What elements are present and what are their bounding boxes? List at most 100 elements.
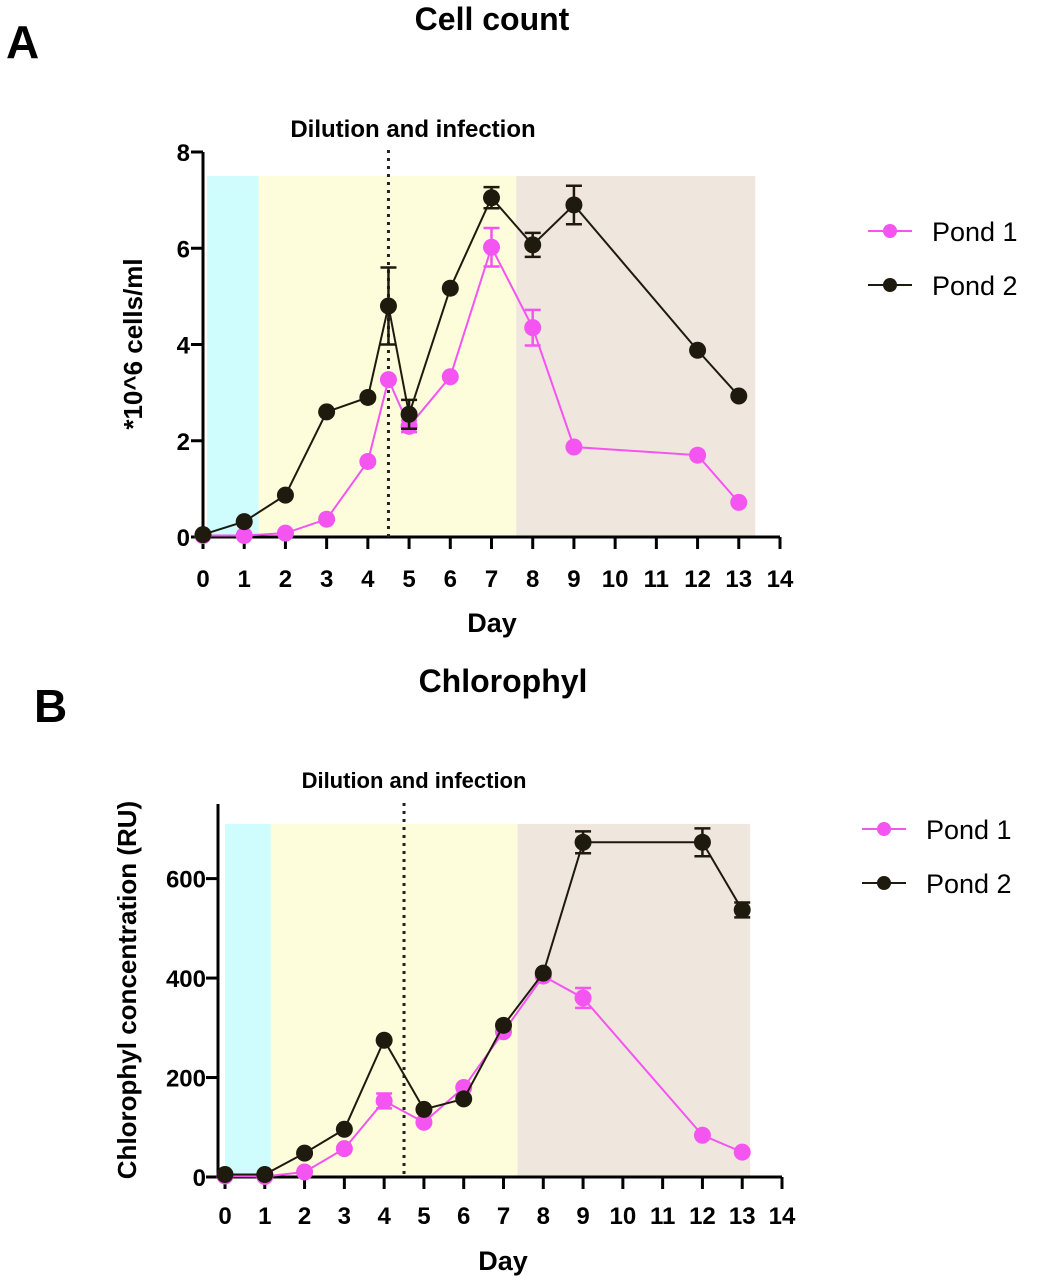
annotation-a: Dilution and infection xyxy=(290,116,535,143)
panel-label-b: B xyxy=(34,680,67,732)
y-tick-label: 8 xyxy=(177,140,190,167)
panel-label-a: A xyxy=(6,16,39,68)
x-tick-label: 7 xyxy=(497,1203,510,1230)
x-tick-label: 13 xyxy=(725,566,752,593)
x-tick-label: 11 xyxy=(644,566,669,593)
pond-2-point xyxy=(296,1144,314,1162)
shaded-region-cyan xyxy=(207,176,259,537)
y-tick-label: 400 xyxy=(166,966,206,993)
pond-1-point xyxy=(565,438,583,456)
legend-label-pond1-b: Pond 1 xyxy=(926,815,1012,845)
x-tick-label: 3 xyxy=(320,566,333,593)
pond-2-point xyxy=(574,833,592,851)
x-tick-label: 12 xyxy=(684,566,711,593)
pond-2-point xyxy=(733,901,751,919)
x-tick-label: 6 xyxy=(444,566,457,593)
pond-2-point xyxy=(455,1090,473,1108)
x-tick-label: 8 xyxy=(537,1203,550,1230)
x-tick-label: 3 xyxy=(338,1203,351,1230)
pond-2-point xyxy=(524,236,542,254)
shaded-region-tan xyxy=(517,823,751,1177)
x-axis-label-b: Day xyxy=(478,1246,528,1276)
pond-2-point xyxy=(534,964,552,982)
x-tick-label: 10 xyxy=(610,1203,637,1230)
y-tick-label: 0 xyxy=(193,1165,206,1192)
x-tick-label: 0 xyxy=(196,566,209,593)
pond-1-point xyxy=(335,1140,353,1158)
y-tick-label: 600 xyxy=(166,867,206,894)
pond-2-point xyxy=(194,526,212,544)
legend-a: Pond 1 Pond 2 xyxy=(868,217,1018,301)
x-tick-label: 8 xyxy=(526,566,539,593)
y-tick-label: 0 xyxy=(177,525,190,552)
x-tick-label: 2 xyxy=(298,1203,311,1230)
x-tick-label: 1 xyxy=(238,566,251,593)
legend-b: Pond 1 Pond 2 xyxy=(862,815,1012,899)
x-tick-label: 13 xyxy=(729,1203,756,1230)
y-tick-label: 200 xyxy=(166,1066,206,1093)
pond-2-point xyxy=(693,833,711,851)
y-axis-label-b: Chlorophyl concentration (RU) xyxy=(112,801,142,1179)
pond-1-point xyxy=(693,1126,711,1144)
shaded-region-tan xyxy=(516,176,756,537)
annotation-b: Dilution and infection xyxy=(302,768,527,793)
pond-2-point xyxy=(359,388,377,406)
pond-1-point xyxy=(483,238,500,256)
y-tick-label: 6 xyxy=(177,236,190,263)
legend-label-pond1-a: Pond 1 xyxy=(932,217,1018,247)
x-tick-label: 4 xyxy=(377,1203,391,1230)
pond-1-point xyxy=(524,319,542,337)
pond-1-point xyxy=(689,446,707,464)
pond-2-point xyxy=(483,189,500,207)
x-tick-label: 0 xyxy=(218,1203,231,1230)
pond-2-point xyxy=(441,279,459,297)
pond-1-point xyxy=(296,1163,314,1181)
pond-2-point xyxy=(565,196,583,214)
legend-marker-pond1-a xyxy=(883,224,897,238)
shaded-region-yellow xyxy=(270,823,518,1177)
legend-label-pond2-a: Pond 2 xyxy=(932,271,1018,301)
pond-2-point xyxy=(375,1031,393,1049)
pond-2-point xyxy=(379,297,397,315)
x-tick-label: 5 xyxy=(417,1203,430,1230)
pond-2-point xyxy=(256,1166,274,1184)
x-tick-label: 9 xyxy=(567,566,580,593)
pond-1-point xyxy=(730,493,748,511)
pond-1-point xyxy=(359,452,377,470)
pond-1-point xyxy=(441,368,459,386)
x-tick-label: 11 xyxy=(650,1203,675,1230)
pond-2-point xyxy=(335,1120,353,1138)
legend-marker-pond2-a xyxy=(883,278,897,292)
pond-1-point xyxy=(733,1143,751,1161)
x-tick-label: 6 xyxy=(457,1203,470,1230)
pond-2-point xyxy=(318,403,336,421)
pond-1-point xyxy=(379,371,397,389)
pond-2-point xyxy=(689,341,707,359)
pond-2-point xyxy=(415,1100,433,1118)
pond-1-point xyxy=(276,524,294,542)
pond-2-point xyxy=(216,1166,234,1184)
x-axis-label-a: Day xyxy=(467,608,517,638)
y-tick-label: 4 xyxy=(177,333,191,360)
y-axis-label-a: *10^6 cells/ml xyxy=(118,258,148,429)
x-tick-label: 1 xyxy=(258,1203,271,1230)
pond-2-point xyxy=(730,387,748,405)
pond-2-point xyxy=(400,405,418,423)
x-tick-label: 14 xyxy=(767,566,794,593)
x-tick-label: 4 xyxy=(361,566,375,593)
x-tick-label: 7 xyxy=(485,566,498,593)
y-tick-label: 2 xyxy=(177,429,190,456)
pond-2-point xyxy=(235,513,253,531)
legend-marker-pond1-b xyxy=(877,822,891,836)
x-tick-label: 2 xyxy=(279,566,292,593)
pond-2-point xyxy=(495,1016,512,1034)
x-tick-label: 14 xyxy=(769,1203,796,1230)
pond-1-point xyxy=(375,1092,393,1110)
pond-1-point xyxy=(574,989,592,1007)
legend-marker-pond2-b xyxy=(877,876,891,890)
x-tick-label: 5 xyxy=(402,566,415,593)
chart-title-a: Cell count xyxy=(415,1,570,37)
